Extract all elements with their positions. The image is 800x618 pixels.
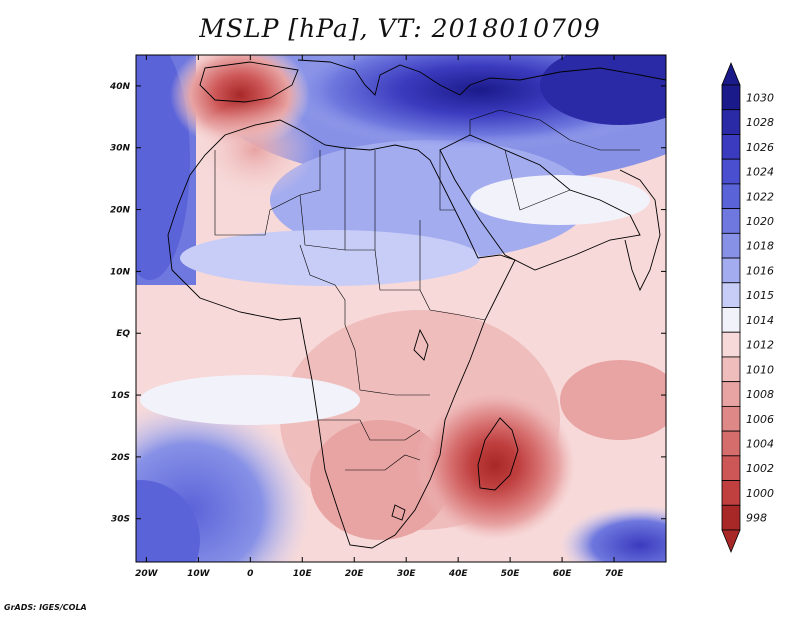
x-tick-label: 50E: [501, 569, 521, 579]
colorbar-label: 1010: [746, 363, 774, 376]
colorbar: 1030 1028 1026 1024 1022 1020 1018 1016 1015 1014…: [721, 61, 774, 554]
map-frame: [135, 54, 667, 563]
colorbar-label: 1026: [746, 141, 774, 154]
colorbar-swatch: [721, 307, 741, 333]
y-tick-label: 20S: [111, 453, 130, 463]
colorbar-label: 1004: [746, 437, 774, 450]
colorbar-swatch: [721, 381, 741, 407]
colorbar-swatch: [721, 331, 741, 358]
colorbar-label: 1022: [746, 190, 774, 203]
colorbar-top-arrow: [721, 61, 741, 86]
colorbar-swatch: [721, 480, 741, 506]
colorbar-label: 1016: [746, 264, 774, 277]
x-tick-label: 10W: [187, 569, 211, 579]
country-borders: [214, 109, 640, 471]
colorbar-label: 1008: [746, 388, 774, 401]
colorbar-label: 1002: [746, 462, 774, 475]
colorbar-label: 1000: [746, 487, 774, 500]
y-tick-label: 20N: [110, 206, 131, 216]
colorbar-swatch: [721, 158, 741, 185]
plot-title: MSLP [hPa], VT: 2018010709: [199, 14, 601, 43]
x-tick-label: 10E: [293, 569, 313, 579]
x-tick-label: 60E: [553, 569, 573, 579]
colorbar-swatch: [721, 430, 741, 457]
pressure-field: [136, 55, 666, 562]
colorbar-label: 1018: [746, 240, 774, 253]
x-tick-label: 70E: [605, 569, 625, 579]
colorbar-swatch: [721, 504, 741, 531]
y-axis: 40N 30N 20N 10N EQ 10S 20S 30S: [109, 82, 666, 525]
colorbar-swatch: [721, 405, 741, 432]
colorbar-swatch: [721, 232, 741, 259]
colorbar-label: 1015: [746, 289, 774, 302]
colorbar-swatch: [721, 109, 741, 135]
x-tick-label: 20E: [345, 569, 365, 579]
colorbar-label: 998: [746, 512, 767, 525]
y-tick-label: 30S: [111, 515, 130, 525]
colorbar-swatch: [721, 183, 741, 210]
colorbar-bottom-arrow: [721, 529, 741, 554]
x-tick-label: 20W: [135, 569, 159, 579]
colorbar-label: 1014: [746, 314, 774, 327]
y-tick-label: 10N: [110, 267, 131, 277]
x-tick-label: 0: [247, 569, 253, 579]
colorbar-label: 1028: [746, 116, 774, 129]
x-tick-label: 30E: [397, 569, 417, 579]
colorbar-label: 1024: [746, 166, 774, 179]
colorbar-swatch: [721, 455, 741, 481]
x-tick-label: 40E: [448, 569, 469, 579]
colorbar-swatch: [721, 282, 741, 308]
colorbar-label: 1012: [746, 339, 774, 352]
grads-credit: GrADS: IGES/COLA: [4, 603, 87, 612]
colorbar-swatch: [721, 208, 741, 234]
colorbar-swatch: [721, 356, 741, 383]
coastlines: [167, 59, 666, 549]
colorbar-swatch: [721, 257, 741, 284]
y-tick-label: EQ: [116, 329, 130, 339]
y-tick-label: 30N: [110, 144, 131, 154]
colorbar-label: 1020: [746, 215, 774, 228]
x-axis: 20W 10W 0 10E 20E 30E 40E 50E 60E 70E: [135, 55, 624, 579]
colorbar-swatch: [721, 134, 741, 160]
colorbar-swatch: [721, 84, 741, 111]
y-tick-label: 10S: [111, 391, 130, 401]
colorbar-label: 1006: [746, 413, 774, 426]
colorbar-label: 1030: [746, 91, 774, 104]
y-tick-label: 40N: [109, 82, 131, 92]
